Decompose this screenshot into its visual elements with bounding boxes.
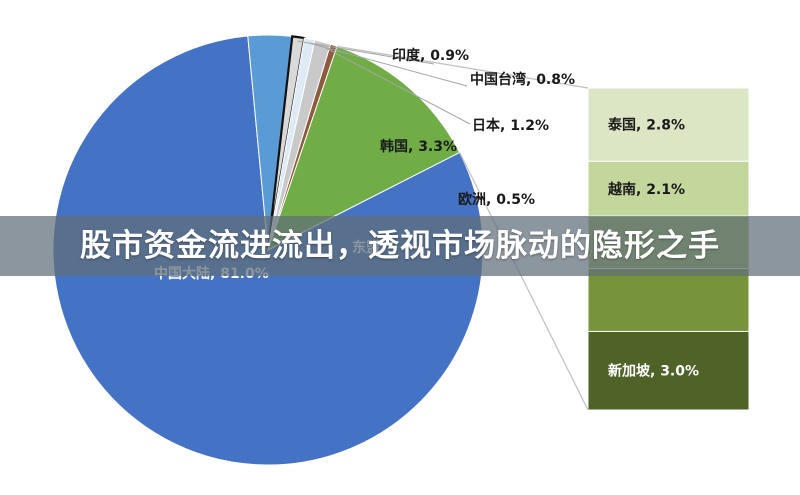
breakout-bar-0 bbox=[587, 87, 750, 162]
leader-line-3 bbox=[308, 42, 468, 87]
banner-title: 股市资金流进流出，透视市场脉动的隐形之手 bbox=[80, 228, 720, 264]
connector-top-line bbox=[336, 45, 589, 89]
leader-line-2 bbox=[297, 40, 435, 65]
breakout-label-1: 越南, 2.1% bbox=[607, 181, 685, 198]
pie-label-4: 日本, 1.2% bbox=[472, 117, 549, 134]
breakout-label-4: 新加坡, 3.0% bbox=[608, 363, 699, 380]
breakout-bar-3 bbox=[587, 268, 750, 332]
breakout-label-0: 泰国, 2.8% bbox=[607, 117, 685, 134]
pie-label-1: 韩国, 3.3% bbox=[380, 138, 457, 155]
pie-label-2: 印度, 0.9% bbox=[392, 47, 469, 64]
pie-label-5: 欧洲, 0.5% bbox=[458, 191, 535, 208]
pie-label-3: 中国台湾, 0.8% bbox=[470, 71, 575, 88]
leader-line-4 bbox=[321, 45, 471, 125]
connector-bottom-line bbox=[459, 152, 589, 411]
pie-slice-6 bbox=[267, 45, 461, 252]
title-banner: 股市资金流进流出，透视市场脉动的隐形之手 bbox=[0, 216, 800, 276]
breakout-bar-4 bbox=[587, 330, 750, 411]
leader-lines-group bbox=[297, 40, 589, 411]
